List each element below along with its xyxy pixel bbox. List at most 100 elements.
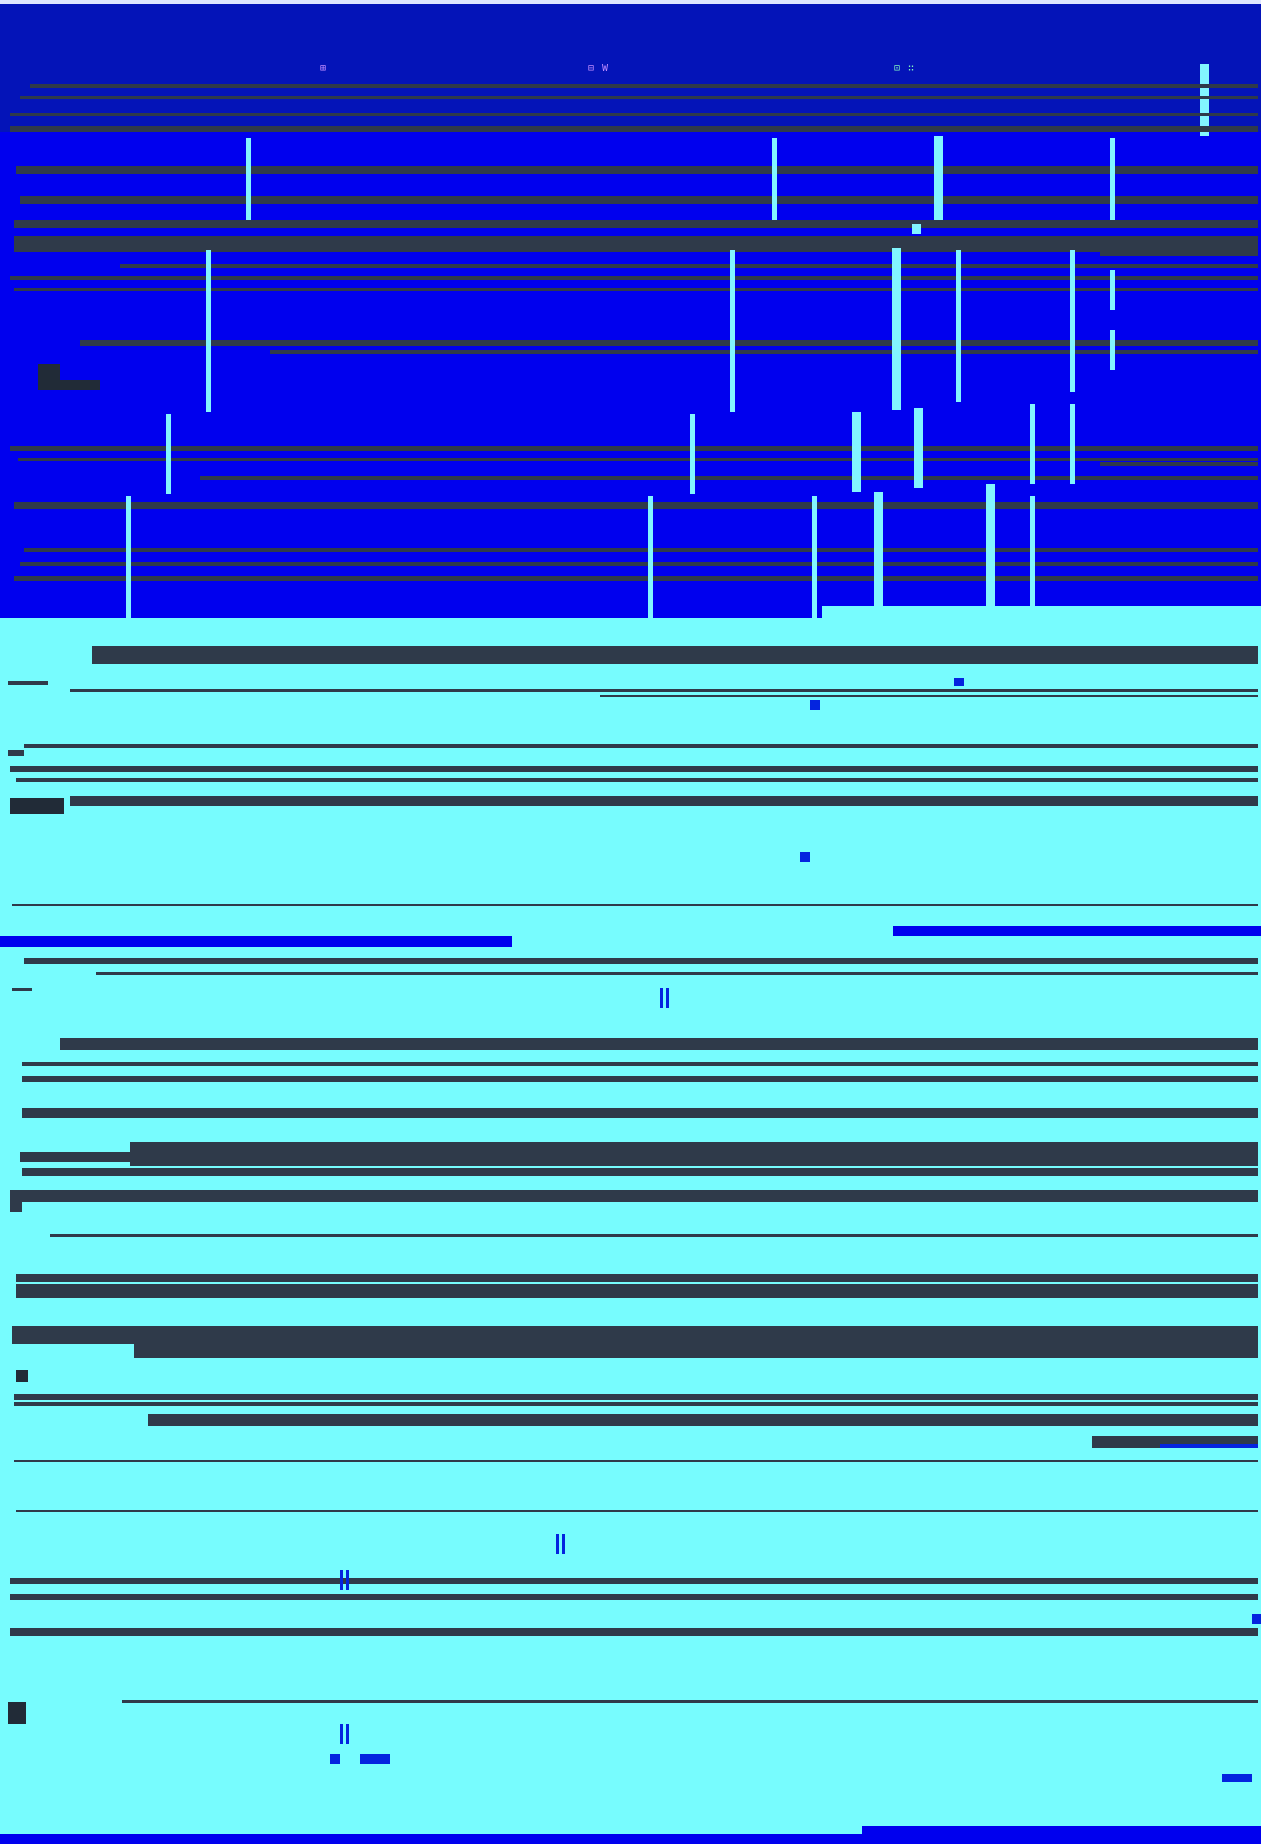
body-rule (10, 1578, 1258, 1584)
row-thumb (60, 380, 100, 390)
header-icon-3[interactable]: ⊡ ∷ (894, 63, 916, 74)
body-rule (10, 1628, 1258, 1636)
body-rule (24, 744, 1258, 748)
column-divider (1110, 330, 1115, 370)
body-rule (16, 1274, 1258, 1282)
column-divider (956, 250, 961, 402)
column-divider (874, 492, 883, 618)
marker (810, 700, 820, 710)
marker (340, 1570, 343, 1590)
row-rule (80, 340, 1258, 346)
marker (954, 678, 964, 686)
progress-band (893, 926, 1261, 936)
row-rule (14, 576, 1258, 581)
column-divider (648, 496, 653, 618)
marker (660, 988, 663, 1008)
header-rule (30, 84, 1258, 88)
marker (666, 988, 669, 1008)
body-rule (12, 904, 1258, 906)
panel-step (822, 606, 1261, 620)
body-bullet (16, 1370, 28, 1382)
body-rule (92, 646, 1258, 664)
row-rule (18, 458, 1258, 461)
body-rule (12, 1326, 1258, 1344)
top-panel: ⊞ ⊟ W ⊡ ∷ (0, 0, 1261, 618)
column-divider (934, 136, 943, 220)
marker (346, 1724, 349, 1744)
row-thumb (38, 364, 60, 390)
body-block (10, 798, 64, 814)
column-divider (1030, 404, 1035, 484)
body-rule (130, 1142, 1258, 1166)
body-rule (22, 1062, 1258, 1066)
marker (360, 1754, 390, 1764)
header-icon-1[interactable]: ⊞ (320, 63, 328, 74)
footer-cut (0, 1826, 862, 1834)
column-divider (1070, 250, 1075, 392)
body-rule (50, 1234, 1258, 1237)
body-rule (14, 1402, 1258, 1406)
body-rule (70, 689, 1258, 692)
column-divider (126, 496, 131, 618)
header-rule (20, 96, 1258, 99)
marker (340, 1724, 343, 1744)
column-divider (1110, 138, 1115, 220)
header-rule (10, 126, 1258, 132)
marker (562, 1534, 565, 1554)
column-divider (912, 224, 921, 234)
row-rule (14, 220, 1258, 228)
column-divider (986, 484, 995, 618)
column-divider (892, 248, 901, 410)
body-rule (16, 1510, 1258, 1512)
row-rule (200, 476, 1258, 480)
row-rule (10, 446, 1258, 451)
header-icon-2[interactable]: ⊟ W (588, 63, 610, 74)
column-divider (246, 138, 251, 220)
column-divider (206, 250, 211, 412)
column-divider (690, 414, 695, 494)
marker (346, 1570, 349, 1590)
body-rule (10, 1190, 22, 1212)
column-divider (1110, 270, 1115, 310)
marker (1160, 1444, 1258, 1448)
column-divider (1030, 496, 1035, 608)
body-rule (22, 1076, 1258, 1082)
body-rule (148, 1414, 1258, 1426)
row-rule (14, 502, 1258, 509)
body-rule (22, 1168, 1258, 1176)
body-rule (10, 766, 1258, 772)
body-rule (14, 1394, 1258, 1400)
header-rule (10, 113, 1258, 116)
body-rule (22, 1190, 1258, 1202)
scrollbar-thumb[interactable] (1200, 64, 1209, 136)
body-rule (14, 1460, 1258, 1462)
marker (330, 1754, 340, 1764)
row-block (1100, 240, 1258, 256)
body-rule (134, 1344, 1258, 1358)
body-rule (96, 972, 1258, 975)
row-rule (270, 350, 1258, 354)
window-top-edge (0, 0, 1261, 4)
column-divider (812, 496, 817, 618)
marker (1252, 1614, 1261, 1624)
progress-band (0, 936, 512, 947)
column-divider (914, 408, 923, 488)
body-rule (22, 1108, 1258, 1118)
body-rule (16, 1284, 1258, 1298)
body-rule (10, 1594, 1258, 1600)
row-rule (1100, 462, 1258, 466)
body-rule (70, 796, 1258, 806)
body-rule (60, 1038, 1258, 1050)
body-rule (8, 681, 48, 685)
row-rule (20, 196, 1258, 204)
column-divider (1070, 404, 1075, 484)
marker (800, 852, 810, 862)
row-rule (24, 548, 1258, 552)
body-rule (16, 778, 1258, 782)
column-divider (166, 414, 171, 494)
body-rule (600, 695, 1258, 697)
row-rule (14, 236, 1258, 252)
row-rule (20, 562, 1258, 566)
header-bar (0, 0, 1261, 132)
